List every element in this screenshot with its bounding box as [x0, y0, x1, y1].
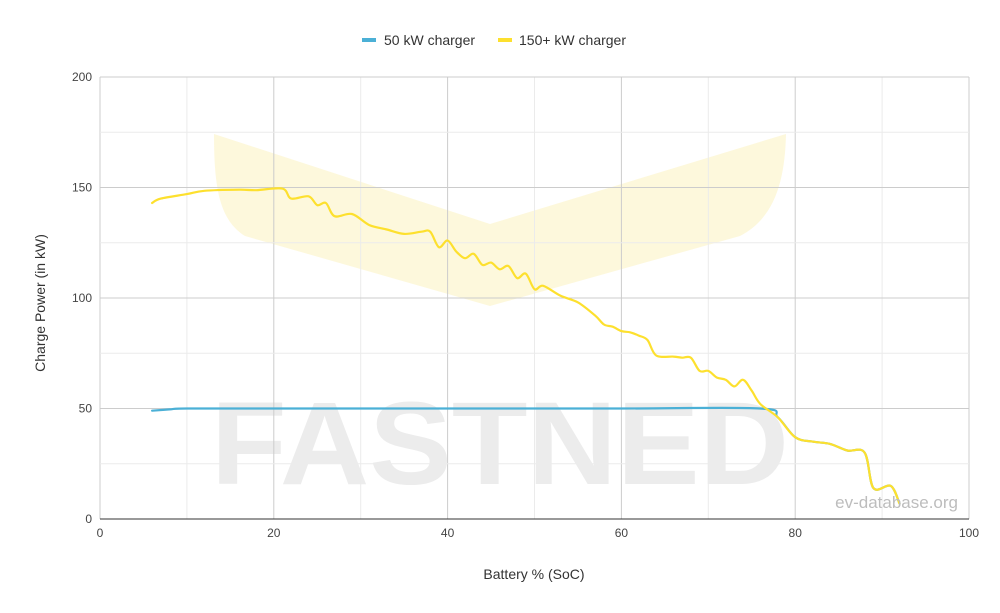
x-axis-title: Battery % (SoC) — [483, 566, 584, 582]
fastned-logo-shape — [214, 134, 786, 306]
x-tick-label: 0 — [97, 526, 104, 540]
series-line-150kw — [151, 187, 901, 505]
y-axis-ticks: 0 50 100 150 200 — [72, 70, 92, 526]
y-axis-title: Charge Power (in kW) — [32, 234, 48, 372]
series-lines — [151, 187, 901, 505]
site-watermark-text: ev-database.org — [835, 493, 958, 512]
legend-label-150kw: 150+ kW charger — [519, 32, 626, 48]
y-tick-label: 200 — [72, 70, 92, 84]
y-tick-label: 0 — [85, 512, 92, 526]
fastned-watermark: FASTNED — [211, 134, 789, 510]
legend-label-50kw: 50 kW charger — [384, 32, 475, 48]
legend-swatch-150kw — [498, 38, 512, 42]
fastned-watermark-text: FASTNED — [211, 378, 789, 510]
y-tick-label: 50 — [79, 402, 93, 416]
x-tick-label: 60 — [615, 526, 629, 540]
x-tick-label: 80 — [789, 526, 803, 540]
x-tick-label: 100 — [959, 526, 979, 540]
y-tick-label: 100 — [72, 291, 92, 305]
x-axis-ticks: 0 20 40 60 80 100 — [97, 526, 980, 540]
legend: 50 kW charger 150+ kW charger — [362, 32, 626, 48]
y-tick-label: 150 — [72, 181, 92, 195]
x-tick-label: 20 — [267, 526, 281, 540]
x-tick-label: 40 — [441, 526, 455, 540]
legend-swatch-50kw — [362, 38, 376, 42]
